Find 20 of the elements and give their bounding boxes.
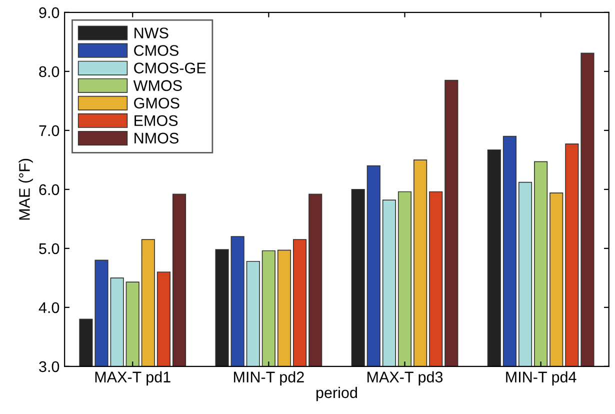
y-axis-title: MAE (°F) (18, 158, 33, 220)
legend-label: CMOS (134, 45, 178, 56)
x-tick-label: MAX-T pd1 (95, 371, 170, 386)
legend-label: NMOS (134, 132, 178, 144)
x-tick-label: MIN-T pd2 (234, 371, 304, 386)
x-tick-label: MIN-T pd4 (506, 371, 576, 386)
y-tick-label: 3.0 (39, 361, 60, 372)
y-tick-label: 9.0 (39, 7, 60, 18)
legend-label: EMOS (134, 115, 178, 126)
y-tick-label: 8.0 (39, 66, 60, 78)
legend-label: CMOS-GE (134, 62, 206, 74)
y-tick-label: 5.0 (39, 243, 60, 254)
legend-label: WMOS (133, 80, 182, 91)
legend-label: GMOS (134, 98, 180, 109)
legend-label: NWS (134, 28, 168, 38)
y-tick-label: 4.0 (38, 302, 60, 314)
y-tick-label: 7.0 (39, 125, 60, 136)
y-tick-label: 6.0 (39, 184, 60, 196)
x-tick-label: MAX-T pd3 (368, 371, 443, 386)
x-axis-title: period (316, 386, 357, 402)
